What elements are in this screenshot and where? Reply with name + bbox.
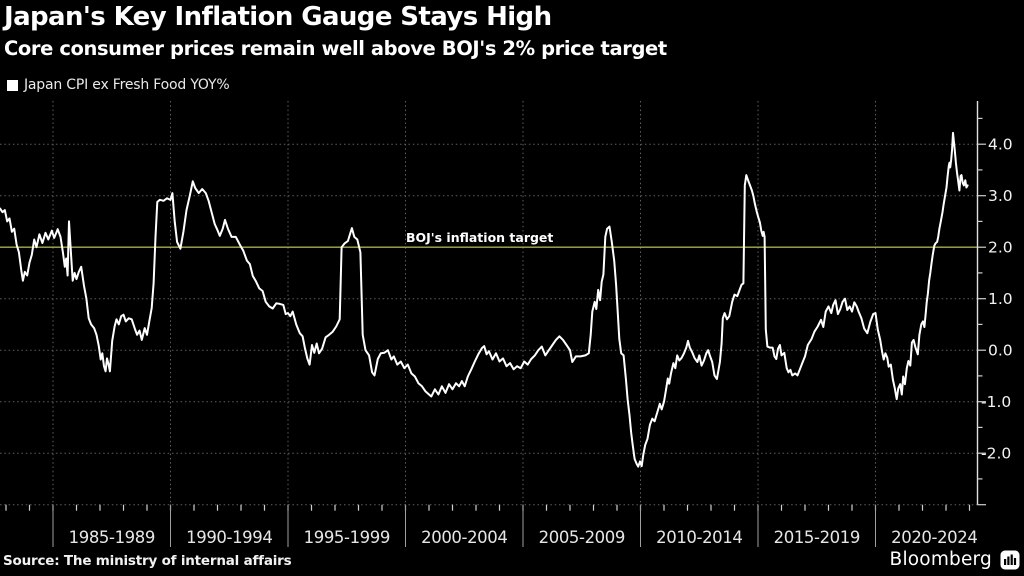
legend-label: Japan CPI ex Fresh Food YOY%	[24, 77, 230, 93]
y-tick-label: 2.0	[988, 239, 1013, 257]
y-tick-label: -1.0	[981, 393, 1011, 411]
x-band-label: 2010-2014	[656, 528, 742, 547]
source-note: Source: The ministry of internal affairs	[3, 553, 292, 569]
legend: Japan CPI ex Fresh Food YOY%	[7, 77, 230, 93]
y-tick-label: 0.0	[988, 342, 1013, 360]
bloomberg-terminal-icon	[1000, 550, 1020, 569]
target-line-annotation: BOJ's inflation target	[406, 230, 553, 245]
cpi-series-line	[0, 131, 969, 468]
x-band-label: 2015-2019	[774, 528, 860, 547]
x-band-label: 1990-1994	[186, 528, 272, 547]
brand-row: Bloomberg	[0, 549, 1020, 570]
bloomberg-logo: Bloomberg	[889, 549, 992, 570]
y-tick-label: -2.0	[981, 445, 1011, 463]
x-band-label: 2000-2004	[421, 528, 507, 547]
x-band-label: 2005-2009	[539, 528, 625, 547]
legend-swatch-icon	[7, 79, 18, 91]
y-tick-label: 3.0	[988, 187, 1013, 205]
x-band-label: 1985-1989	[69, 528, 155, 547]
x-band-label: 1995-1999	[304, 528, 390, 547]
chart-subtitle: Core consumer prices remain well above B…	[4, 37, 667, 60]
x-band-label: 2020-2024	[891, 528, 977, 547]
chart-title: Japan's Key Inflation Gauge Stays High	[4, 2, 552, 32]
y-tick-label: 1.0	[988, 290, 1013, 308]
y-tick-label: 4.0	[988, 136, 1013, 154]
